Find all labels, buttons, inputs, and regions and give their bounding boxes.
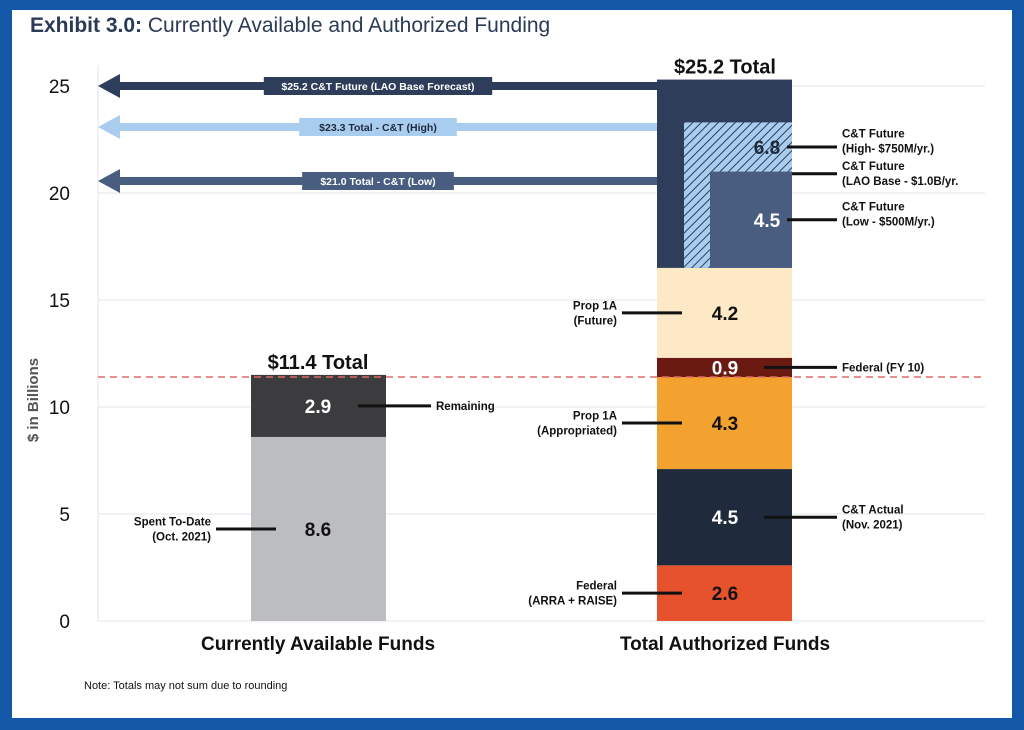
arrow-label: $25.2 C&T Future (LAO Base Forecast) (281, 81, 474, 93)
segment-value-label: 2.9 (305, 397, 331, 418)
y-tick-label: 10 (49, 398, 70, 419)
segment-label: Spent To-Date (Oct. 2021) (134, 516, 211, 543)
arrow-label-box (302, 172, 454, 190)
segment-label: Prop 1A (Future) (573, 300, 617, 327)
overlay-value-label: 4.5 (754, 211, 781, 232)
y-tick-label: 5 (59, 505, 70, 526)
y-tick-label: 15 (49, 291, 70, 312)
segment-value-label: 4.3 (712, 414, 738, 435)
y-tick-label: 20 (49, 184, 70, 205)
segment-value-label: 2.6 (712, 584, 738, 605)
y-tick-label: 0 (59, 612, 70, 633)
overlay-label: C&T Future (Low - $500M/yr.) (842, 201, 935, 228)
segment-label: Prop 1A (Appropriated) (537, 411, 617, 438)
segment-label: C&T Future (LAO Base - $1.0B/yr. (842, 161, 958, 188)
title-text: Currently Available and Authorized Fundi… (142, 14, 551, 37)
segment-label: C&T Actual (Nov. 2021) (842, 505, 904, 532)
overlay-segment (710, 171, 792, 268)
chart-title: Exhibit 3.0: Currently Available and Aut… (30, 14, 550, 38)
segment-label: Federal (ARRA + RAISE) (528, 581, 617, 608)
segment-value-label: 4.5 (712, 508, 739, 529)
y-tick-label: 25 (49, 77, 70, 98)
x-category-label: Currently Available Funds (201, 634, 435, 655)
segment-value-label: 4.2 (712, 304, 738, 325)
arrow-head (98, 115, 120, 139)
y-axis-label: $ in Billions (25, 358, 42, 442)
bar-total-label: $11.4 Total (268, 352, 369, 374)
bar-total-label: $25.2 Total (674, 57, 776, 79)
arrow-label-box (263, 77, 493, 95)
arrow-label-box (299, 118, 457, 136)
x-category-label: Total Authorized Funds (620, 634, 830, 655)
segment-value-label: 8.6 (305, 520, 331, 541)
overlay-label: C&T Future (High- $750M/yr.) (842, 128, 934, 155)
footnote: Note: Totals may not sum due to rounding (84, 680, 288, 692)
arrow-head (98, 169, 120, 193)
segment-value-label: 0.9 (712, 358, 738, 379)
bar-segment (657, 357, 792, 378)
overlay-value-label: 6.8 (754, 138, 780, 159)
title-prefix: Exhibit 3.0: (30, 14, 143, 37)
arrow-head (98, 74, 120, 98)
arrow-label: $23.3 Total - C&T (High) (319, 122, 437, 134)
segment-label: Federal (FY 10) (842, 362, 924, 374)
arrow-label: $21.0 Total - C&T (Low) (320, 176, 435, 188)
segment-label: Remaining (436, 401, 495, 413)
